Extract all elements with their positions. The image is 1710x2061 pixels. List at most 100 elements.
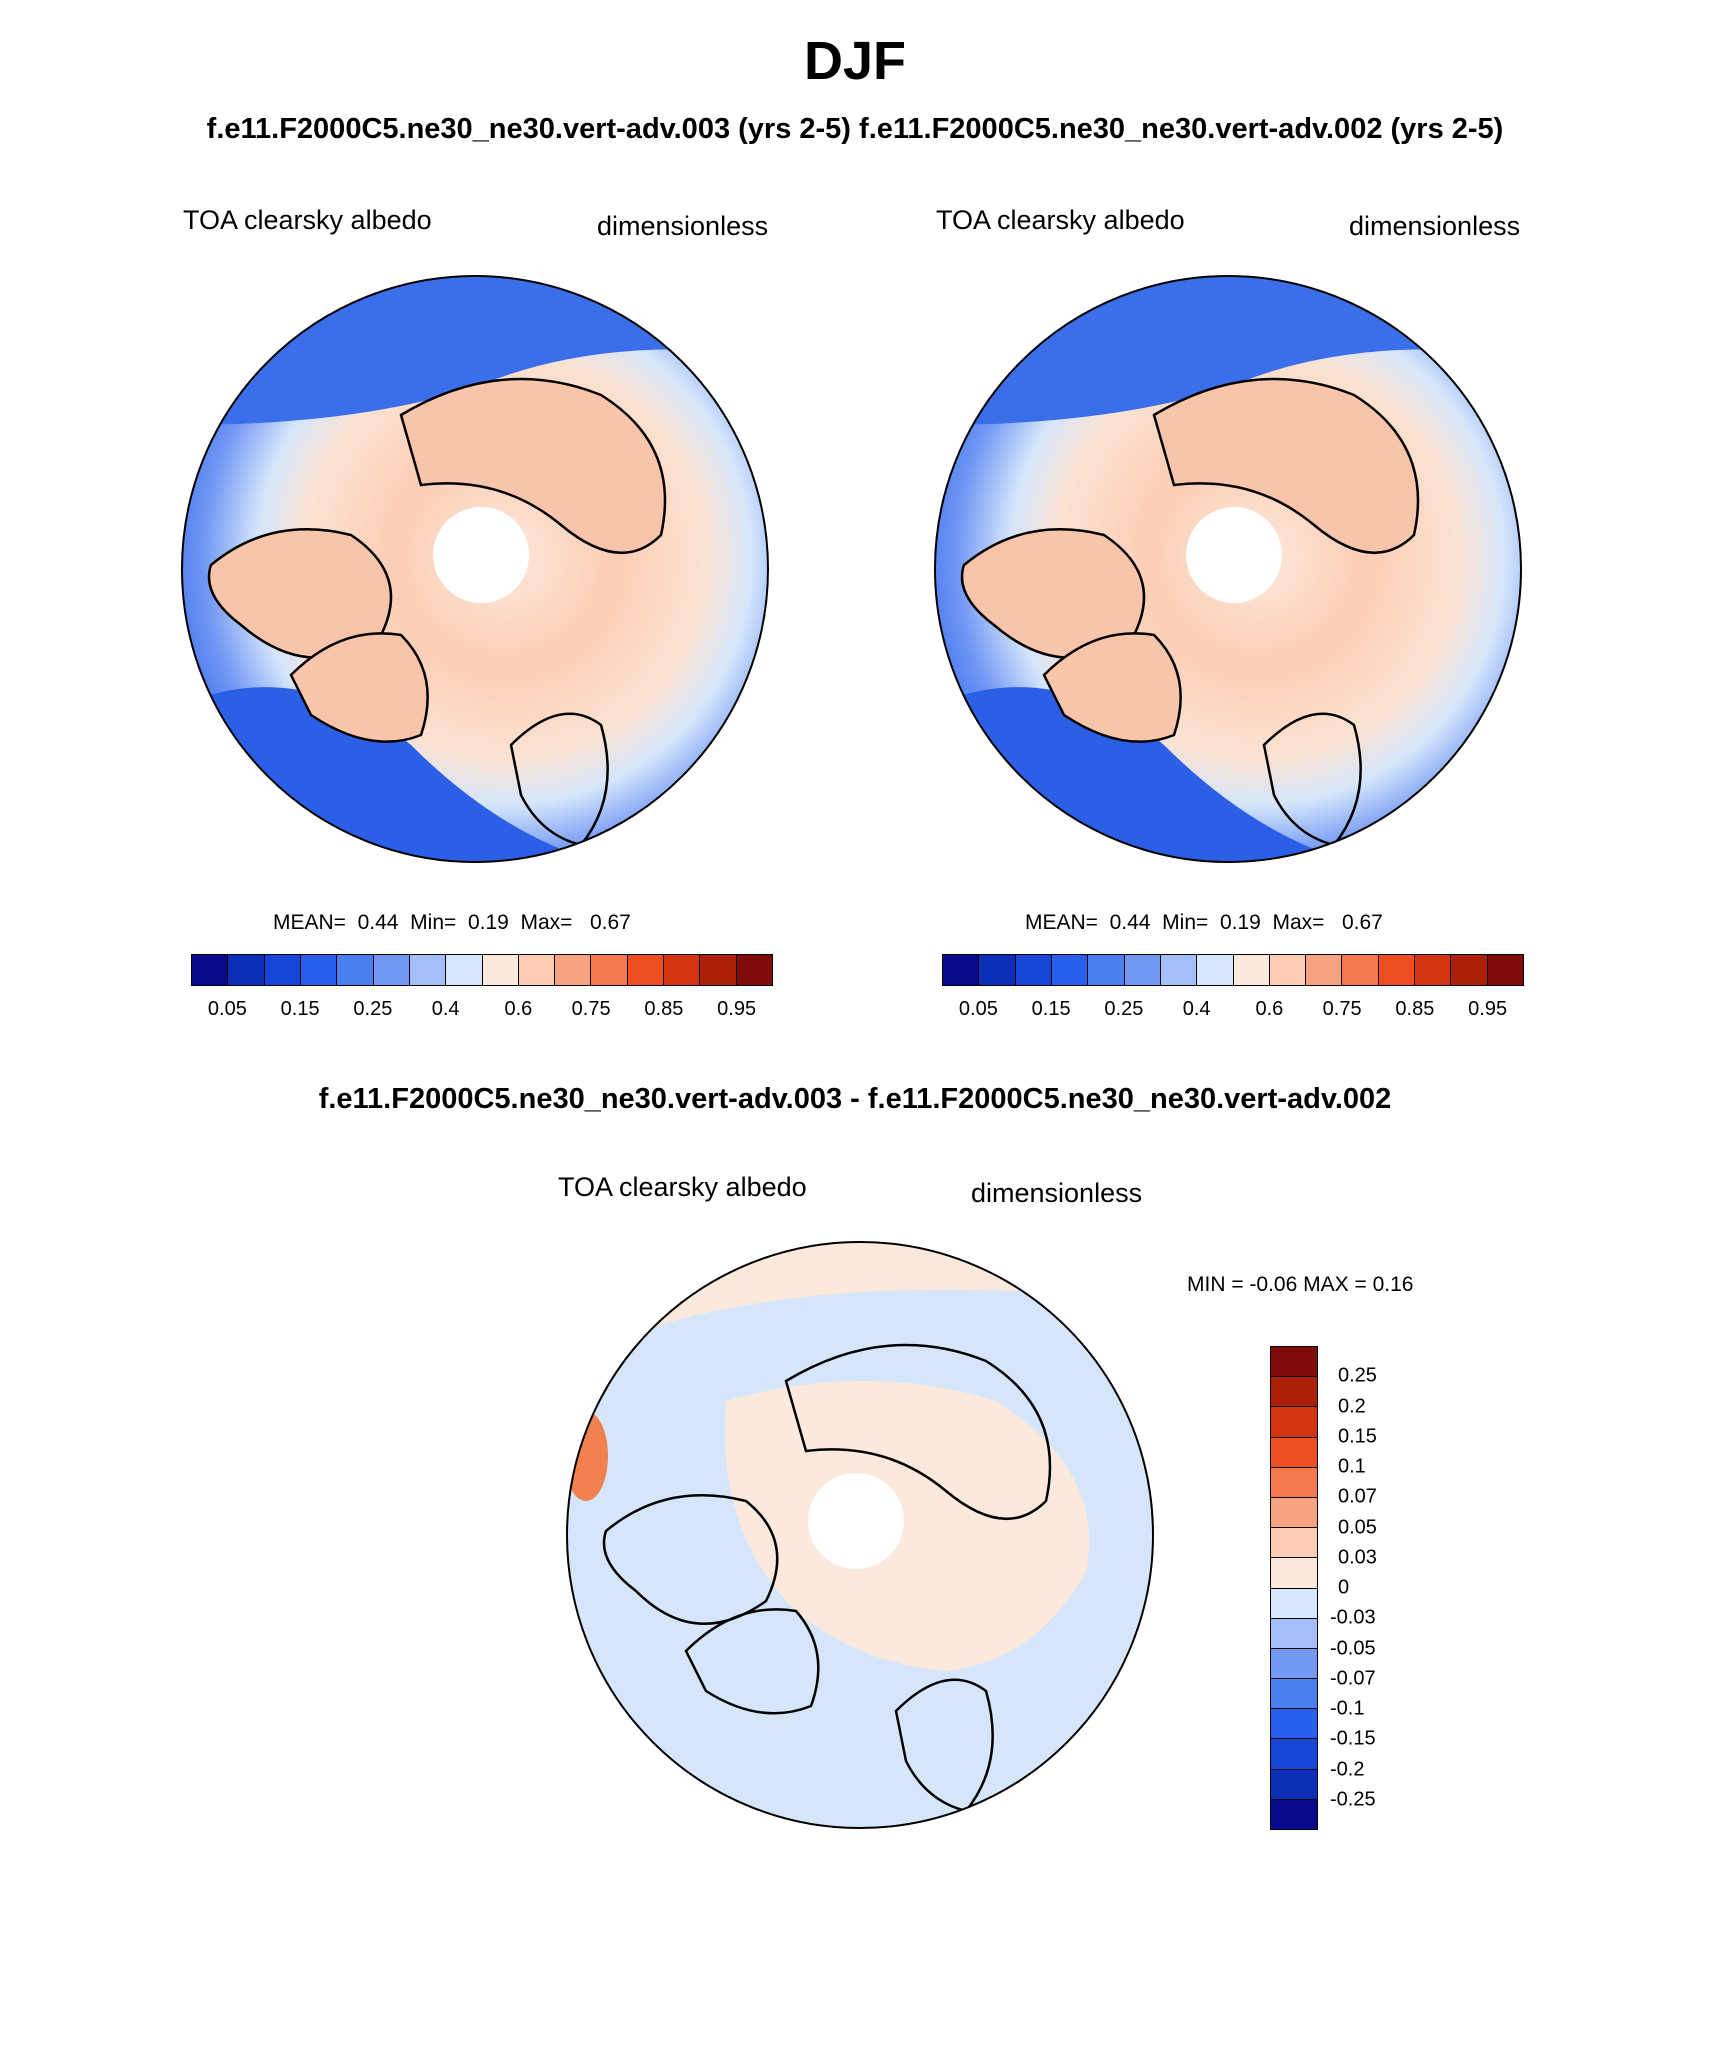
right-colorbar-ticks: 0.05 0.15 0.25 0.4 0.6 0.75 0.85 0.95 [942,998,1524,1024]
colorbar-box [1271,1618,1317,1649]
colorbar-tick-label: 0.75 [571,998,611,1020]
colorbar-box [1271,1588,1317,1619]
north-america-land [207,528,393,659]
colorbar-box [1124,955,1161,985]
colorbar-tick-label: 0.03 [1338,1546,1377,1569]
north-america-land [960,528,1146,659]
colorbar-tick-label: -0.25 [1330,1788,1376,1811]
eurasia-coast [784,1343,1052,1520]
colorbar-box [1271,1407,1317,1438]
left-colorbar [191,954,773,986]
north-america-coast [602,1494,779,1625]
colorbar-box [555,955,592,985]
colorbar-tick-label: 0.1 [1338,1455,1366,1478]
colorbar-tick-label: -0.1 [1330,1697,1365,1720]
colorbar-tick-label: 0.05 [1338,1516,1377,1538]
colorbar-tick-label: 0.15 [280,998,320,1020]
colorbar-box [1051,955,1089,985]
colorbar-tick-label: 0.4 [431,998,460,1020]
right-stats: MEAN= 0.44 Min= 0.19 Max= 0.67 [1025,911,1383,934]
colorbar-tick-label: 0.75 [1322,998,1362,1020]
polar-mask [808,1473,904,1569]
diff-colorbar-ticks: 0.25 0.2 0.15 0.1 0.07 0.05 0.03 0 -0.03 -0.05 -0.… [1330,1346,1420,1830]
right-variable-label: TOA clearsky albedo [936,205,1185,235]
colorbar-box [1015,955,1052,985]
colorbar-tick-label: 0.6 [504,998,533,1020]
colorbar-tick-label: -0.05 [1330,1637,1376,1659]
colorbar-box [1271,1739,1317,1770]
colorbar-tick-label: -0.15 [1330,1727,1376,1750]
colorbar-box [736,955,772,985]
colorbar-box [1233,955,1270,985]
greenland-land [289,632,429,743]
colorbar-box [264,955,301,985]
colorbar-box [1306,955,1343,985]
colorbar-tick-label: 0.25 [1338,1364,1377,1387]
colorbar-box [1160,955,1198,985]
right-units-label: dimensionless [1349,211,1521,241]
max-difference-patch [567,1411,608,1501]
colorbar-tick-label: 0.85 [1395,998,1435,1020]
colorbar-box [300,955,338,985]
colorbar-box [1271,1558,1317,1589]
colorbar-tick-label: -0.2 [1330,1758,1365,1780]
diff-units-label: dimensionless [971,1178,1143,1208]
colorbar-box [1271,1347,1317,1378]
difference-polar-map [566,1241,1154,1829]
colorbar-box [1271,1377,1317,1408]
greenland-coast [684,1608,820,1715]
colorbar-tick-label: 0.25 [1104,998,1144,1020]
positive-difference-region [724,1381,1090,1671]
colorbar-box [700,955,737,985]
colorbar-tick-label: 0.15 [1031,998,1071,1020]
right-case-title: f.e11.F2000C5.ne30_ne30.vert-adv.002 (yr… [859,113,1504,145]
right-colorbar [942,954,1524,986]
scandinavia-coast [509,712,609,847]
difference-title: f.e11.F2000C5.ne30_ne30.vert-adv.003 - f… [318,1083,1392,1115]
colorbar-tick-label: -0.03 [1330,1606,1376,1629]
colorbar-tick-label: 0.85 [644,998,684,1020]
colorbar-tick-label: 0.95 [1468,998,1508,1020]
left-colorbar-ticks: 0.05 0.15 0.25 0.4 0.6 0.75 0.85 0.95 [191,998,773,1024]
colorbar-box [1271,1648,1317,1680]
map-boundary [566,1241,1154,1829]
left-stats: MEAN= 0.44 Min= 0.19 Max= 0.67 [273,911,631,934]
colorbar-box [1197,955,1234,985]
colorbar-box [943,955,980,985]
colorbar-tick-label: 0.05 [207,998,247,1020]
colorbar-box [1271,1467,1317,1498]
colorbar-box [979,955,1016,985]
right-polar-map [934,275,1522,863]
map-boundary [934,275,1522,863]
colorbar-box [228,955,265,985]
colorbar-box [1415,955,1452,985]
case-titles: f.e11.F2000C5.ne30_ne30.vert-adv.003 (yr… [0,113,1710,146]
colorbar-box [192,955,229,985]
colorbar-box [337,955,374,985]
colorbar-box [1271,1709,1317,1740]
colorbar-box [482,955,519,985]
colorbar-box [518,955,556,985]
season-title: DJF [803,31,906,91]
colorbar-box [1271,1769,1317,1800]
polar-mask [1186,507,1282,603]
colorbar-tick-label: 0.05 [958,998,998,1020]
colorbar-box [664,955,701,985]
colorbar-box [373,955,410,985]
colorbar-box [1088,955,1125,985]
map-boundary [181,275,769,863]
left-variable-label: TOA clearsky albedo [183,205,432,235]
left-units-label: dimensionless [597,211,769,241]
colorbar-tick-label: 0.2 [1338,1395,1366,1417]
colorbar-tick-label: 0 [1338,1576,1350,1599]
colorbar-tick-label: 0.07 [1338,1485,1377,1508]
colorbar-box [627,955,665,985]
colorbar-box [1271,1528,1317,1559]
colorbar-box [1271,1799,1317,1829]
colorbar-box [1342,955,1379,985]
diff-stats: MIN = -0.06 MAX = 0.16 [1187,1273,1414,1296]
colorbar-box [409,955,447,985]
scandinavia-coast [1262,712,1362,847]
colorbar-box [1271,1437,1317,1468]
greenland-land [1042,632,1182,743]
